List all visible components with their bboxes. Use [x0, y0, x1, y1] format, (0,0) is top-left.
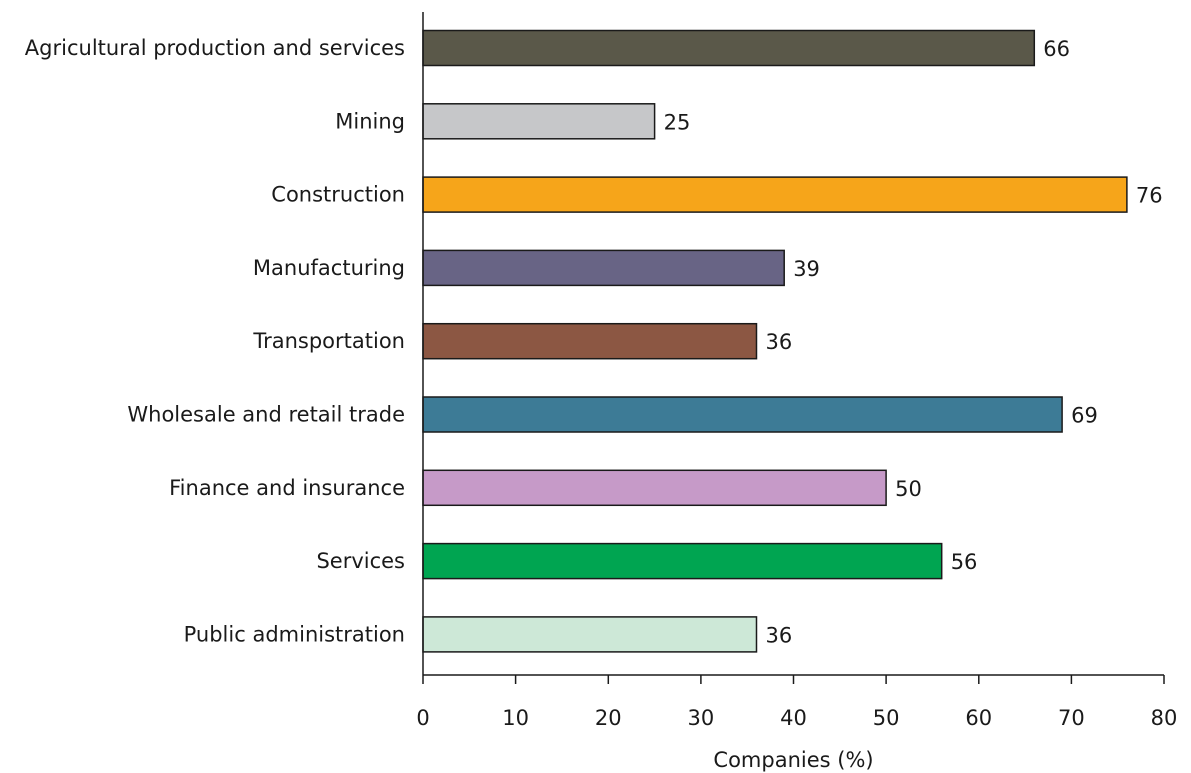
bar-0: [422, 29, 1036, 67]
category-label: Mining: [335, 109, 405, 133]
data-label: 66: [1043, 37, 1070, 61]
x-tick-label: 0: [416, 706, 429, 730]
data-label: 36: [766, 623, 793, 647]
x-tick-label: 60: [965, 706, 992, 730]
x-tick-label: 80: [1151, 706, 1178, 730]
x-tick-label: 50: [873, 706, 900, 730]
bars-layer: Agricultural production and services 66 Mi…: [25, 29, 1163, 653]
bar-4: [422, 322, 758, 360]
category-label: Agricultural production and services: [25, 36, 405, 60]
bar-3: [422, 249, 785, 287]
data-label: 76: [1136, 184, 1163, 208]
bar-6: [422, 469, 887, 507]
data-label: 39: [793, 257, 820, 281]
data-label: 36: [766, 330, 793, 354]
category-label: Transportation: [252, 329, 405, 353]
x-tick-label: 20: [595, 706, 622, 730]
category-label: Manufacturing: [253, 256, 405, 280]
bar-5: [422, 396, 1063, 433]
bar-7: [422, 542, 943, 580]
x-ticks: 0 10 20 30 40 50 60 70 80: [416, 675, 1177, 730]
data-label: 56: [951, 550, 978, 574]
category-label: Finance and insurance: [169, 476, 405, 500]
bar-1: [422, 103, 656, 140]
data-label: 25: [664, 110, 691, 134]
category-label: Wholesale and retail trade: [127, 403, 405, 427]
bar-8: [422, 616, 758, 653]
x-tick-label: 10: [502, 706, 529, 730]
x-tick-label: 70: [1058, 706, 1085, 730]
category-label: Public administration: [184, 622, 405, 646]
data-label: 50: [895, 477, 922, 501]
data-label: 69: [1071, 404, 1098, 428]
bar-2: [422, 176, 1128, 213]
x-axis-title: Companies (%): [713, 748, 873, 772]
x-tick-label: 30: [688, 706, 715, 730]
x-tick-label: 40: [780, 706, 807, 730]
category-label: Construction: [271, 183, 405, 207]
category-label: Services: [316, 549, 405, 573]
